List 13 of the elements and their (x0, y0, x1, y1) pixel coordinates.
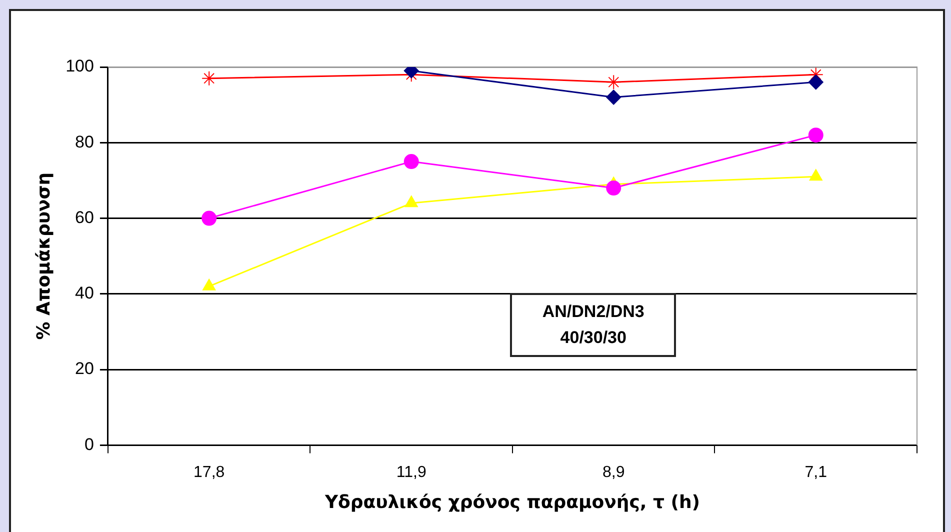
y-tick-label: 80 (75, 132, 94, 152)
x-tick-label: 11,9 (396, 464, 426, 482)
y-axis-title: % Απομάκρυνση (33, 172, 54, 340)
x-tick-label: 8,9 (602, 464, 625, 482)
annotation: AN/DN2/DN3 40/30/30 (510, 292, 676, 357)
x-axis-title: Υδραυλικός χρόνος παραμονής, τ (h) (324, 492, 700, 513)
y-tick-label: 100 (66, 56, 94, 76)
y-tick-label: 40 (75, 284, 94, 303)
y-tick-label: 60 (75, 208, 94, 227)
y-tick-label: 0 (84, 434, 94, 454)
y-tick-label: 20 (75, 359, 94, 378)
x-tick-label: 7,1 (804, 464, 828, 482)
x-tick-label: 17,8 (194, 464, 225, 482)
